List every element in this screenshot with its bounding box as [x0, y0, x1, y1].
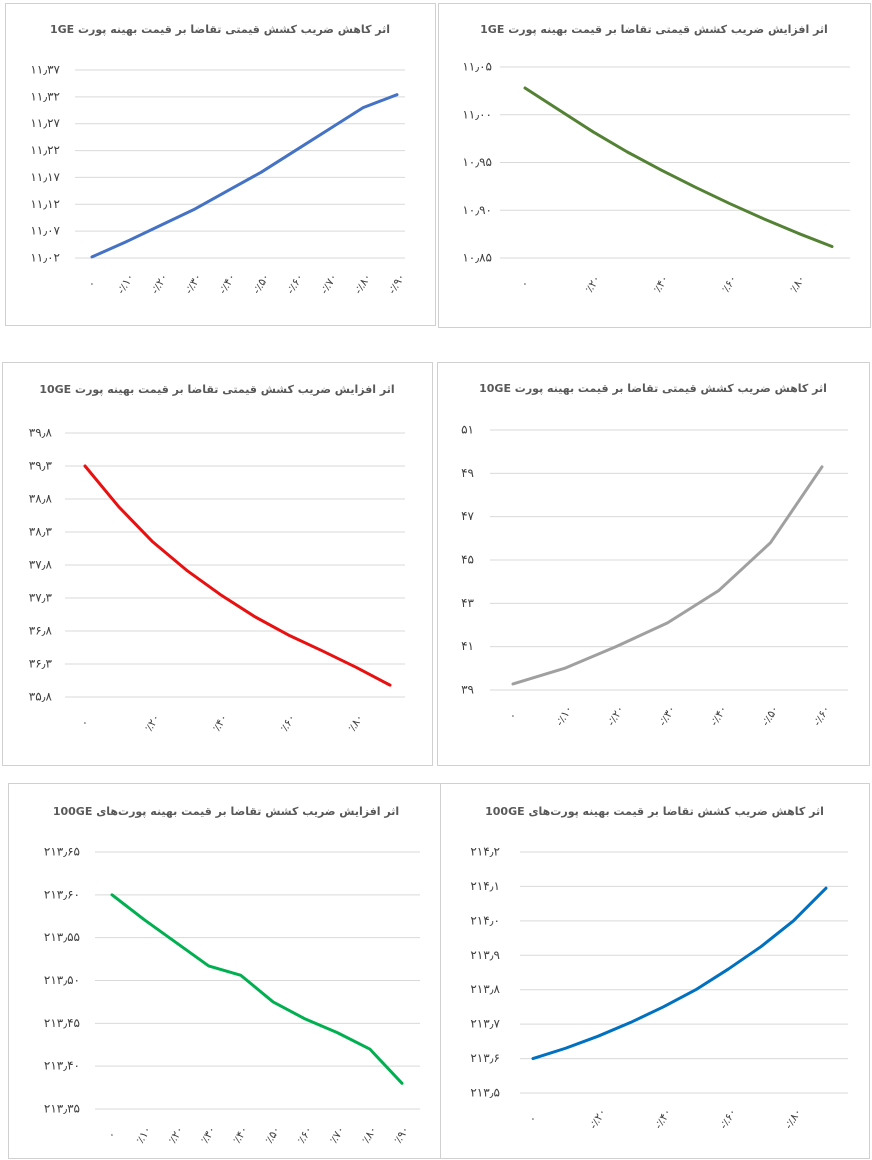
chart-panel: [441, 784, 870, 1159]
y-tick-label: ۲۱۳٫۹: [470, 948, 500, 962]
chart-title: اثر افزایش ضریب کشش تقاضا بر قیمت بهینه …: [53, 805, 399, 818]
y-tick-label: ۲۱۳٫۵۵: [44, 930, 80, 944]
y-tick-label: ۲۱۴٫۱: [470, 879, 500, 893]
y-tick-label: ۱۱٫۳۲: [30, 89, 60, 103]
y-tick-label: ۱۰٫۸۵: [462, 251, 492, 265]
chart-title: اثر کاهش ضریب کشش تقاضا بر قیمت بهینه پو…: [485, 805, 824, 818]
y-tick-label: ۲۱۳٫۵: [470, 1086, 500, 1100]
y-tick-label: ۱۱٫۱۷: [30, 170, 60, 184]
y-tick-label: ۱۰٫۹۰: [462, 203, 492, 217]
y-tick-label: ۳۶٫۳: [29, 657, 53, 671]
y-tick-label: ۴۳: [461, 596, 474, 610]
y-tick-label: ۱۱٫۰۰: [462, 107, 492, 121]
chart-title: اثر کاهش ضریب کشش قیمتی تقاضا بر قیمت به…: [479, 382, 827, 395]
y-tick-label: ۴۷: [461, 509, 474, 523]
y-tick-label: ۲۱۳٫۳۵: [44, 1102, 80, 1116]
y-tick-label: ۳۵٫۸: [29, 690, 53, 704]
y-tick-label: ۴۵: [461, 553, 474, 567]
chart-title: اثر افزایش ضریب کشش قیمتی تقاضا بر قیمت …: [480, 23, 828, 36]
y-tick-label: ۲۱۳٫۵۰: [44, 973, 80, 987]
y-tick-label: ۲۱۳٫۷: [470, 1017, 500, 1031]
chart-title: اثر افزایش ضریب کشش قیمتی تقاضا بر قیمت …: [39, 383, 394, 396]
y-tick-label: ۳۹: [461, 683, 474, 697]
y-tick-label: ۱۱٫۰۵: [462, 60, 492, 74]
page: اثر کاهش ضریب کشش قیمتی تقاضا بر قیمت به…: [0, 0, 872, 1160]
y-tick-label: ۳۸٫۳: [29, 525, 53, 539]
y-tick-label: ۴۹: [461, 466, 474, 480]
y-tick-label: ۲۱۴٫۲: [470, 845, 500, 859]
y-tick-label: ۴۱: [461, 639, 474, 653]
y-tick-label: ۲۱۴٫۰: [470, 913, 500, 927]
y-tick-label: ۲۱۳٫۴۵: [44, 1016, 80, 1030]
y-tick-label: ۲۱۳٫۶: [470, 1051, 500, 1065]
y-tick-label: ۱۱٫۰۲: [30, 251, 60, 265]
y-tick-label: ۲۱۳٫۶۵: [44, 845, 80, 859]
y-tick-label: ۳۷٫۸: [29, 558, 53, 572]
y-tick-label: ۳۹٫۳: [29, 459, 53, 473]
y-tick-label: ۱۱٫۳۷: [30, 63, 60, 77]
y-tick-label: ۱۰٫۹۵: [462, 155, 492, 169]
y-tick-label: ۳۶٫۸: [29, 624, 53, 638]
chart-title: اثر کاهش ضریب کشش قیمتی تقاضا بر قیمت به…: [50, 23, 390, 36]
y-tick-label: ۲۱۳٫۸: [470, 982, 500, 996]
y-tick-label: ۱۱٫۱۲: [30, 197, 60, 211]
y-tick-label: ۳۸٫۸: [29, 492, 53, 506]
y-tick-label: ۱۱٫۲۲: [30, 143, 60, 157]
y-tick-label: ۳۷٫۳: [29, 591, 53, 605]
y-tick-label: ۱۱٫۰۷: [30, 224, 60, 238]
y-tick-label: ۱۱٫۲۷: [30, 116, 60, 130]
y-tick-label: ۲۱۳٫۶۰: [44, 887, 80, 901]
y-tick-label: ۵۱: [461, 423, 474, 437]
y-tick-label: ۳۹٫۸: [29, 426, 53, 440]
chart-panel: [438, 363, 870, 766]
y-tick-label: ۲۱۳٫۴۰: [44, 1059, 80, 1073]
chart-panel: [3, 363, 433, 766]
